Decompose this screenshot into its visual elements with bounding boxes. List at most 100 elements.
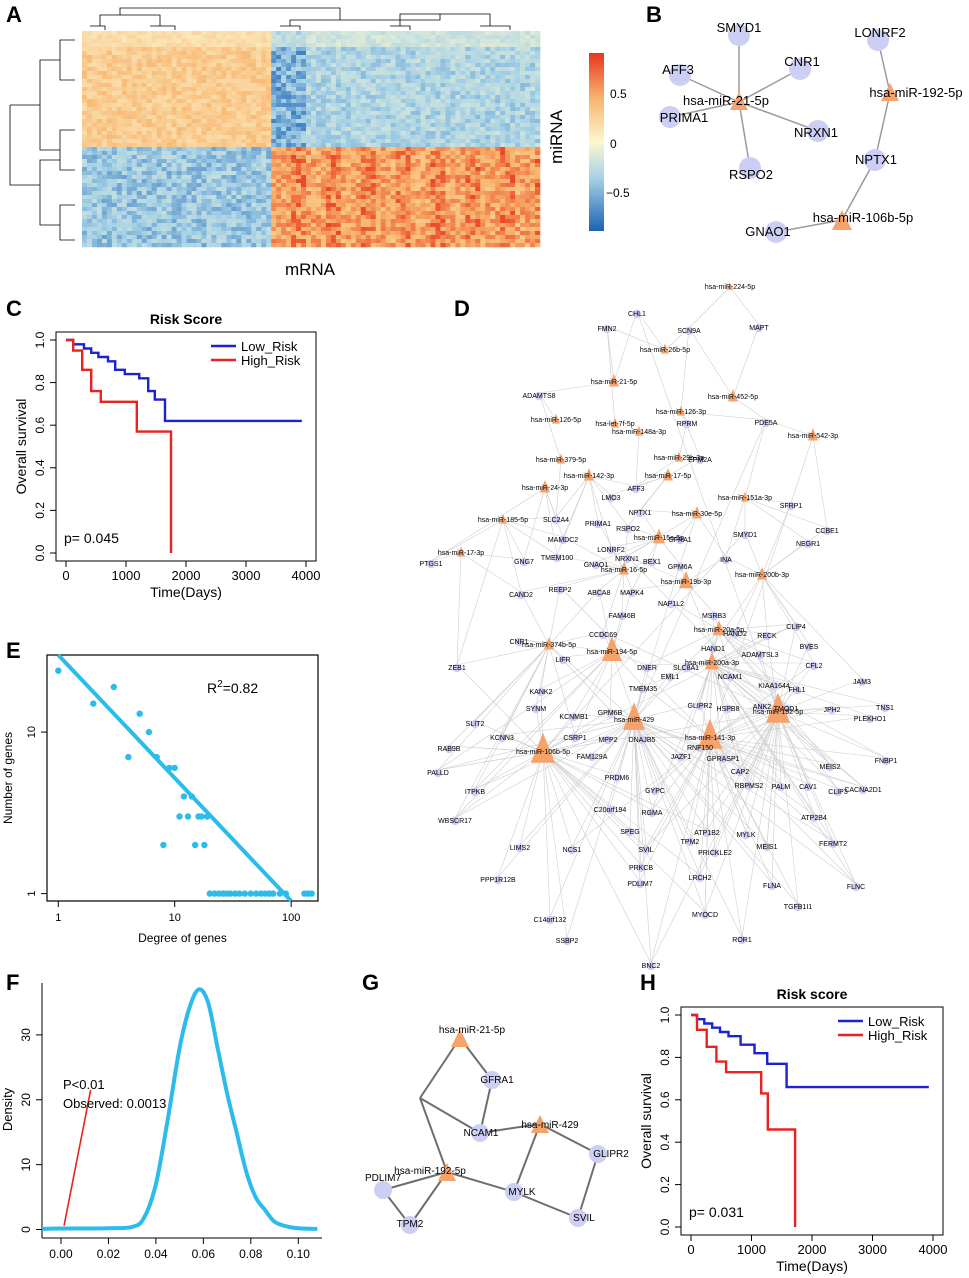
heatmap-cell <box>400 39 406 44</box>
heatmap-cell <box>141 39 148 44</box>
heatmap-cell <box>465 187 471 192</box>
heatmap-cell <box>340 195 347 200</box>
heatmap-cell <box>146 35 152 40</box>
heatmap-cell <box>276 239 282 244</box>
heatmap-cell <box>485 139 491 144</box>
heatmap-cell <box>221 207 227 212</box>
heatmap-cell <box>186 151 192 156</box>
heatmap-cell <box>405 243 411 248</box>
heatmap-cell <box>246 187 252 192</box>
heatmap-cell <box>315 191 322 196</box>
heatmap-cell <box>171 187 177 192</box>
heatmap-cell <box>311 91 317 96</box>
heatmap-cell <box>291 155 297 160</box>
heatmap-cell <box>445 87 451 92</box>
heatmap-cell <box>306 207 312 212</box>
heatmap-cell <box>171 75 177 80</box>
heatmap-cell <box>211 43 217 48</box>
heatmap-cell <box>191 203 197 208</box>
heatmap-cell <box>291 31 297 36</box>
heatmap-cell <box>350 107 357 112</box>
heatmap-cell <box>460 99 466 104</box>
heatmap-cell <box>151 99 157 104</box>
heatmap-cell <box>465 191 471 196</box>
heatmap-cell <box>375 191 381 196</box>
heatmap-cell <box>435 63 441 68</box>
heatmap-cell <box>475 35 481 40</box>
heatmap-cell <box>365 187 372 192</box>
heatmap-cell <box>126 115 133 120</box>
heatmap-cell <box>460 151 466 156</box>
heatmap-cell <box>191 123 197 128</box>
heatmap-cell <box>505 239 511 244</box>
heatmap-cell <box>355 95 362 100</box>
heatmap-cell <box>445 203 451 208</box>
heatmap-cell <box>340 123 347 128</box>
heatmap-cell <box>505 123 511 128</box>
heatmap-cell <box>445 223 451 228</box>
heatmap-cell <box>231 75 237 80</box>
heatmap-cell <box>525 43 531 48</box>
heatmap-cell <box>390 175 396 180</box>
heatmap-cell <box>96 191 103 196</box>
heatmap-cell <box>191 239 197 244</box>
heatmap-cell <box>116 67 123 72</box>
heatmap-cell <box>246 55 252 60</box>
heatmap-cell <box>440 223 446 228</box>
heatmap-cell <box>405 151 411 156</box>
heatmap-cell <box>201 159 207 164</box>
heatmap-cell <box>216 67 222 72</box>
heatmap-cell <box>171 43 177 48</box>
heatmap-cell <box>261 239 267 244</box>
heatmap-cell <box>500 219 506 224</box>
heatmap-cell <box>390 159 396 164</box>
heatmap-cell <box>91 79 98 84</box>
heatmap-cell <box>330 155 337 160</box>
heatmap-cell <box>101 71 108 76</box>
heatmap-cell <box>136 87 143 92</box>
heatmap-cell <box>291 131 297 136</box>
heatmap-cell <box>355 211 362 216</box>
heatmap-cell <box>186 39 192 44</box>
heatmap-cell <box>480 163 486 168</box>
heatmap-cell <box>146 139 152 144</box>
heatmap-cell <box>515 223 521 228</box>
heatmap-cell <box>520 111 526 116</box>
heatmap-cell <box>311 79 317 84</box>
heatmap-cell <box>116 103 123 108</box>
heatmap-cell <box>126 35 133 40</box>
heatmap-cell <box>525 223 531 228</box>
heatmap-cell <box>410 239 416 244</box>
heatmap-cell <box>131 207 138 212</box>
heatmap-cell <box>171 159 177 164</box>
heatmap-cell <box>365 167 372 172</box>
heatmap-cell <box>320 95 327 100</box>
heatmap-cell <box>500 199 506 204</box>
heatmap-cell <box>430 183 436 188</box>
heatmap-cell <box>306 91 312 96</box>
heatmap-cell <box>121 207 128 212</box>
heatmap-cell <box>281 143 287 148</box>
heatmap-cell <box>221 195 227 200</box>
heatmap-cell <box>435 91 441 96</box>
heatmap-cell <box>271 207 277 212</box>
heatmap-cell <box>91 107 98 112</box>
heatmap-cell <box>430 83 436 88</box>
heatmap-cell <box>470 127 476 132</box>
heatmap-cell <box>450 35 456 40</box>
heatmap-cell <box>370 95 377 100</box>
heatmap-cell <box>465 59 471 64</box>
heatmap-cell <box>335 91 342 96</box>
heatmap-cell <box>375 79 381 84</box>
heatmap-cell <box>520 55 526 60</box>
heatmap-cell <box>116 155 123 160</box>
heatmap-cell <box>146 135 152 140</box>
heatmap-cell <box>306 203 312 208</box>
heatmap-cell <box>216 59 222 64</box>
heatmap-cell <box>335 103 342 108</box>
heatmap-cell <box>520 31 526 36</box>
heatmap-cell <box>96 47 103 52</box>
heatmap-cell <box>206 111 212 116</box>
heatmap-cell <box>231 155 237 160</box>
heatmap-cell <box>221 55 227 60</box>
